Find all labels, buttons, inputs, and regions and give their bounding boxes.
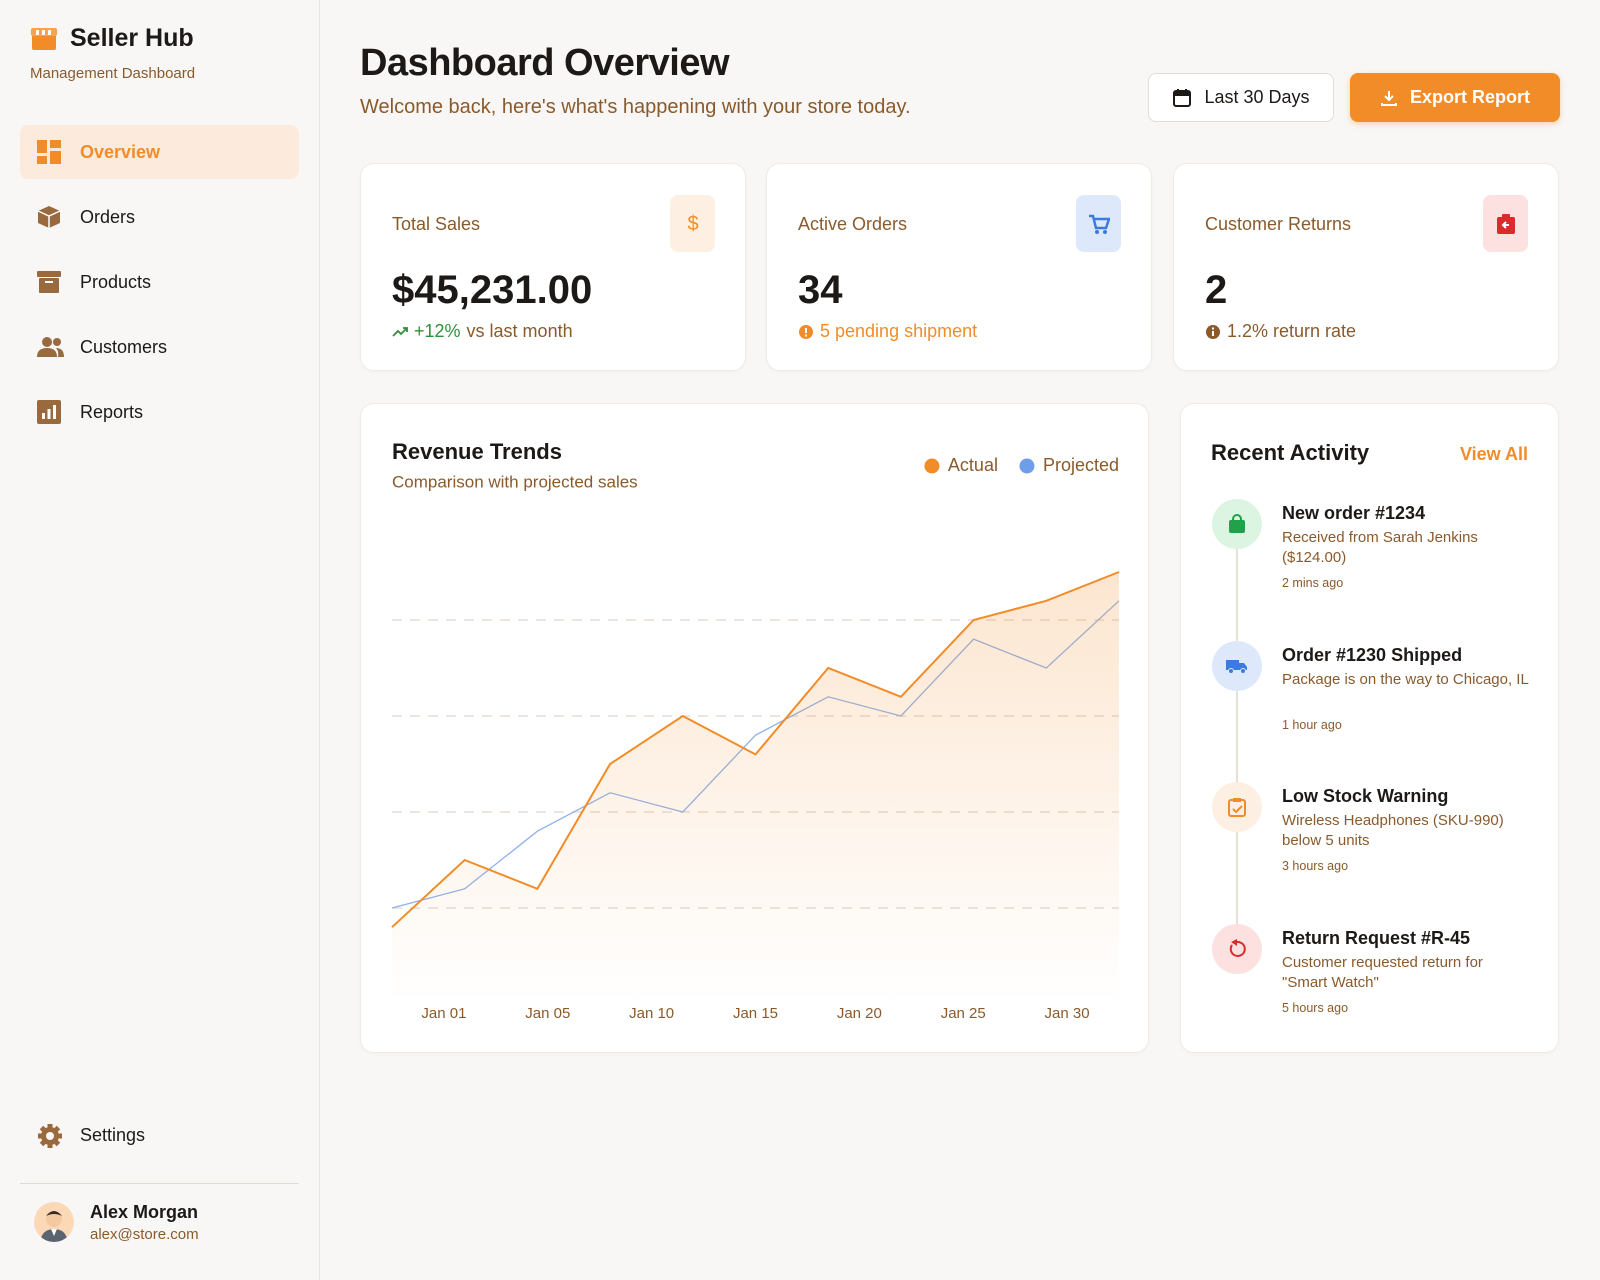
chart-title: Revenue Trends xyxy=(392,439,562,464)
nav-icon xyxy=(37,140,61,164)
activity-time: 3 hours ago xyxy=(1282,859,1349,873)
nav-item[interactable]: Orders xyxy=(20,190,299,244)
nav-label: Overview xyxy=(80,141,161,162)
activity-title-text: New order #1234 xyxy=(1282,503,1426,523)
user-email: alex@store.com xyxy=(90,1226,199,1243)
x-tick-label: Jan 25 xyxy=(941,1005,986,1022)
calendar-icon xyxy=(1173,88,1192,107)
brand-icon xyxy=(31,28,57,50)
legend-swatch xyxy=(924,458,940,474)
area xyxy=(392,572,1119,1004)
activity-icon xyxy=(1212,641,1262,691)
nav-label: Reports xyxy=(80,401,144,422)
activity-icon xyxy=(1212,924,1262,974)
nav-item[interactable]: Products xyxy=(20,255,299,309)
activity-icon xyxy=(1212,782,1262,832)
activity-title-text: Low Stock Warning xyxy=(1282,786,1449,806)
stat-change: +12% xyxy=(414,321,461,341)
nav-label: Settings xyxy=(80,1124,146,1145)
avatar xyxy=(34,1202,74,1242)
stat-value: 2 xyxy=(1205,268,1228,312)
date-button[interactable]: Last 30 Days xyxy=(1148,73,1334,122)
nav-icon xyxy=(37,271,61,293)
activity-time: 1 hour ago xyxy=(1282,718,1342,732)
brand-subtitle: Management Dashboard xyxy=(30,65,196,82)
activity-card: Recent Activity View All New order #1234… xyxy=(1180,403,1559,1053)
button-label: Last 30 Days xyxy=(1204,87,1310,107)
stat-note-text: 1.2% return rate xyxy=(1227,321,1357,341)
x-tick-label: Jan 05 xyxy=(525,1005,570,1022)
stat-label: Active Orders xyxy=(798,214,908,234)
legend-label: Projected xyxy=(1043,455,1119,475)
activity-title-text: Order #1230 Shipped xyxy=(1282,645,1463,665)
x-tick-label: Jan 30 xyxy=(1045,1005,1090,1022)
stat-icon xyxy=(1483,195,1528,252)
chart-card: Revenue Trends Comparison with projected… xyxy=(360,403,1149,1053)
nav-item[interactable]: Settings xyxy=(20,1108,299,1162)
activity-desc: Customer requested return for "Smart Wat… xyxy=(1282,954,1483,991)
legend-swatch xyxy=(1019,458,1035,474)
x-tick-label: Jan 20 xyxy=(837,1005,882,1022)
divider xyxy=(20,1183,299,1184)
stat-card: Customer Returns 2 1.2% return rate xyxy=(1173,163,1559,371)
nav-item[interactable]: Overview xyxy=(20,125,299,179)
chart-subtitle: Comparison with projected sales xyxy=(392,472,638,491)
nav-icon xyxy=(37,206,61,228)
svg-text:$: $ xyxy=(687,213,698,235)
stat-note-text: 5 pending shipment xyxy=(820,321,978,341)
activity-title: Recent Activity xyxy=(1211,440,1370,465)
stat-note: 5 pending shipment xyxy=(798,321,977,342)
nav-item[interactable]: Reports xyxy=(20,385,299,439)
chart: Revenue Trends Comparison with projected… xyxy=(391,439,1120,1022)
stat-label: Customer Returns xyxy=(1205,214,1352,234)
nav-label: Customers xyxy=(80,336,168,357)
x-tick-label: Jan 15 xyxy=(733,1005,778,1022)
nav-label: Products xyxy=(80,271,152,292)
x-tick-label: Jan 10 xyxy=(629,1005,674,1022)
nav-icon xyxy=(37,400,61,424)
export-button[interactable]: Export Report xyxy=(1350,73,1560,122)
nav-icon xyxy=(38,1124,62,1148)
stat-card: Active Orders 34 5 pending shipment xyxy=(766,163,1152,371)
nav-item[interactable]: Customers xyxy=(20,320,299,374)
stat-value: $45,231.00 xyxy=(392,268,593,312)
stat-icon: $ xyxy=(670,195,715,252)
sidebar: Seller Hub Management Dashboard Overview… xyxy=(0,0,320,1280)
page-subtitle: Welcome back, here's what's happening wi… xyxy=(360,96,911,118)
activity-icon xyxy=(1212,499,1262,549)
button-label: Export Report xyxy=(1409,87,1530,107)
stat-icon xyxy=(1076,195,1121,252)
legend-label: Actual xyxy=(948,455,998,475)
activity-desc: Received from Sarah Jenkins ($124.00) xyxy=(1282,529,1478,566)
activity-desc: Wireless Headphones (SKU-990) below 5 un… xyxy=(1282,812,1504,849)
activity-title-text: Return Request #R-45 xyxy=(1282,928,1471,948)
activity-time: 2 mins ago xyxy=(1282,576,1344,590)
nav-icon xyxy=(37,337,64,357)
stat-value: 34 xyxy=(798,268,843,312)
view-all-link[interactable]: View All xyxy=(1459,444,1528,464)
stat-label: Total Sales xyxy=(392,214,481,234)
nav-label: Orders xyxy=(80,206,136,227)
line xyxy=(391,571,1120,928)
download-icon xyxy=(1380,90,1397,106)
page-title: Dashboard Overview xyxy=(360,42,730,84)
user-name: Alex Morgan xyxy=(90,1202,199,1222)
x-tick-label: Jan 01 xyxy=(421,1005,466,1022)
brand: Seller Hub xyxy=(70,24,194,52)
activity-time: 5 hours ago xyxy=(1282,1001,1349,1015)
stat-note-text: vs last month xyxy=(466,321,573,341)
stat-card: Total Sales $ $45,231.00 +12% vs last mon… xyxy=(360,163,746,371)
stat-note: +12% vs last month xyxy=(392,321,573,342)
activity-desc: Package is on the way to Chicago, IL xyxy=(1282,671,1529,688)
stat-note: 1.2% return rate xyxy=(1205,321,1356,342)
timeline-line xyxy=(1236,534,1238,954)
